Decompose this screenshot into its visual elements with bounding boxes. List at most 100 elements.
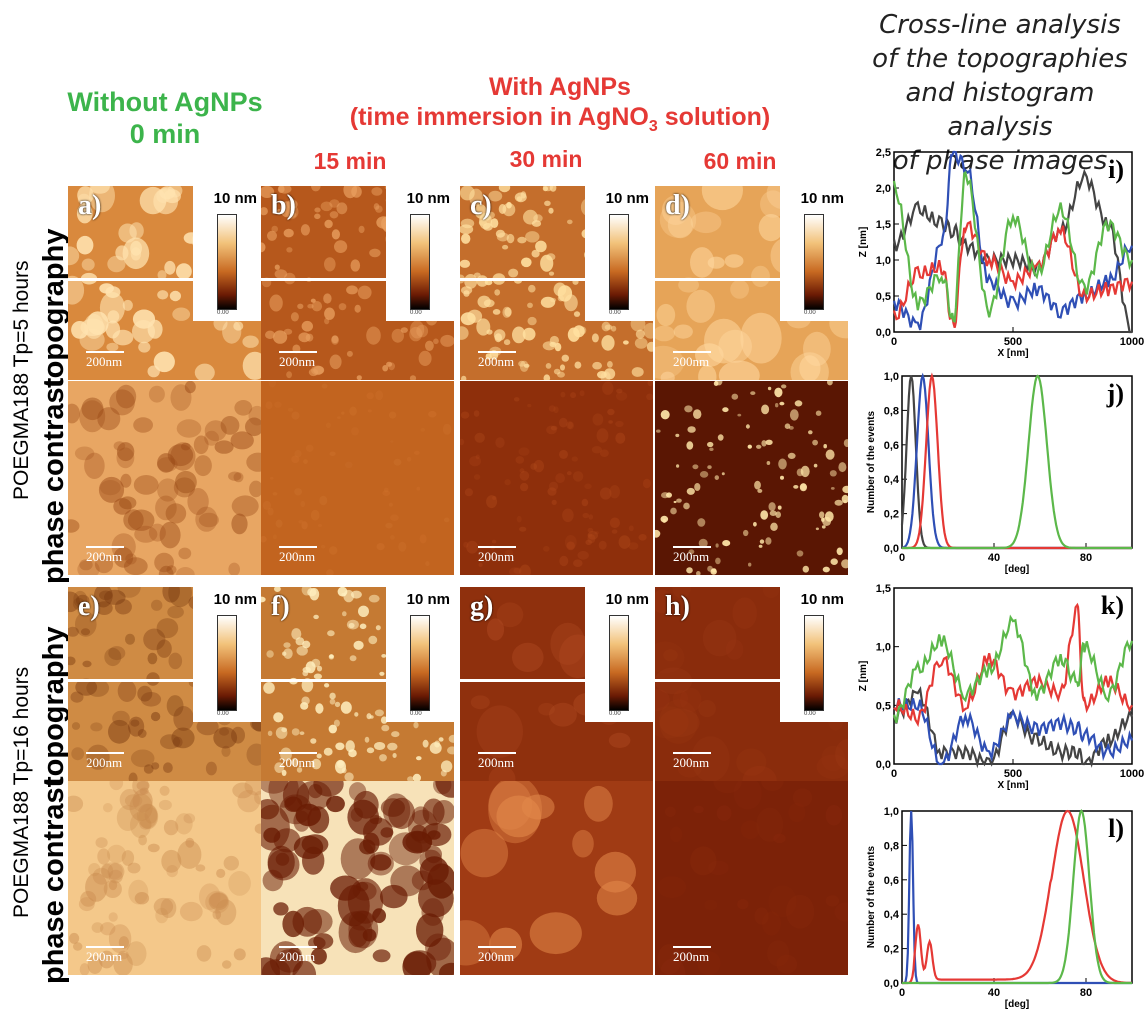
x-axis-label: X [nm] xyxy=(997,780,1028,791)
phase-image-15: 200nm xyxy=(655,781,848,975)
series-line-green xyxy=(892,614,1134,724)
colorbar-min-label: 0.00 xyxy=(609,711,621,717)
series-line-green xyxy=(902,374,1132,550)
y-axis-label: Number of the events xyxy=(866,410,877,513)
colorbar: 10 nm 0.00 xyxy=(780,186,848,321)
colorbar: 10 nm 0.00 xyxy=(585,186,653,321)
header-without-agnps: Without AgNPs 0 min xyxy=(40,86,290,151)
plot-frame xyxy=(901,375,1133,549)
phase-image-14: 200nm xyxy=(460,781,653,975)
topography-image-8: e) 10 nm 0.00 200nm xyxy=(68,587,261,781)
x-tick-label: 1000 xyxy=(1120,336,1144,348)
colorbar: 10 nm 0.00 xyxy=(193,186,261,321)
colorbar: 10 nm 0.00 xyxy=(386,186,454,321)
header-with-agnps: With AgNPs (time immersion in AgNO3 solu… xyxy=(330,72,790,136)
colorbar-gradient xyxy=(217,214,237,310)
colorbar-min-label: 0.00 xyxy=(217,711,229,717)
topography-image-9: f) 10 nm 0.00 200nm xyxy=(261,587,454,781)
x-tick-label: 40 xyxy=(988,987,1000,999)
scale-bar: 200nm xyxy=(673,351,711,370)
y-axis-label: Z [nm] xyxy=(858,227,869,258)
phase-label-2: phase contrast xyxy=(38,777,70,984)
panel-letter: e) xyxy=(78,591,100,622)
y-tick-label: 0,6 xyxy=(884,440,899,452)
graph-letter: i) xyxy=(1108,155,1124,184)
colorbar-min-label: 0.00 xyxy=(217,310,229,316)
colorbar-min-label: 0.00 xyxy=(609,310,621,316)
y-tick-label: 0,4 xyxy=(884,909,900,921)
y-tick-label: 0,4 xyxy=(884,474,900,486)
series-line-green xyxy=(892,170,1134,323)
y-axis-label: Z [nm] xyxy=(858,661,869,692)
right-title: Cross-line analysis of the topographies … xyxy=(872,10,1128,176)
colorbar-gradient xyxy=(609,214,629,310)
y-tick-label: 0,8 xyxy=(884,405,899,417)
phase-image-4: 200nm xyxy=(68,381,261,575)
y-tick-label: 1,5 xyxy=(876,583,891,595)
cross-line xyxy=(261,679,454,682)
header-time-15: 15 min xyxy=(313,148,387,174)
scale-bar: 200nm xyxy=(86,946,124,965)
series-line-black xyxy=(900,375,1132,550)
header-with-line2: (time immersion in AgNO3 solution) xyxy=(349,103,771,135)
cross-line xyxy=(460,679,653,682)
panel-letter: d) xyxy=(665,190,690,221)
x-tick-label: 500 xyxy=(1004,768,1022,780)
scale-bar: 200nm xyxy=(279,752,317,771)
x-tick-label: 40 xyxy=(988,552,1000,564)
x-axis-label: [deg] xyxy=(1005,999,1029,1009)
y-tick-label: 0,0 xyxy=(884,978,899,990)
y-tick-label: 2,0 xyxy=(876,183,891,195)
x-tick-label: 0 xyxy=(891,768,897,780)
header-time-60: 60 min xyxy=(703,148,777,174)
topography-image-10: g) 10 nm 0.00 200nm xyxy=(460,587,653,781)
phase-image-6: 200nm xyxy=(460,381,653,575)
colorbar-max-label: 10 nm xyxy=(800,190,844,207)
cross-line xyxy=(68,278,261,281)
series-line-blue xyxy=(893,698,1134,766)
colorbar-max-label: 10 nm xyxy=(406,591,450,608)
series-line-red xyxy=(893,602,1133,728)
graph-letter: j) xyxy=(1106,379,1124,408)
y-tick-label: 0,5 xyxy=(876,291,891,303)
cross-line xyxy=(68,679,261,682)
group2-label: POEGMA188 Tp=16 hours xyxy=(10,666,33,918)
scale-bar: 200nm xyxy=(86,752,124,771)
topo-label-2: topography xyxy=(38,626,70,787)
scale-bar: 200nm xyxy=(478,946,516,965)
x-tick-label: 80 xyxy=(1080,987,1092,999)
scale-bar: 200nm xyxy=(86,351,124,370)
panel-letter: a) xyxy=(78,190,102,221)
x-tick-label: 0 xyxy=(891,336,897,348)
y-tick-label: 1,0 xyxy=(876,255,891,267)
y-tick-label: 0,0 xyxy=(876,759,891,771)
phase-image-5: 200nm xyxy=(261,381,454,575)
scale-bar: 200nm xyxy=(478,752,516,771)
y-tick-label: 2,5 xyxy=(876,147,891,159)
y-axis-label: Number of the events xyxy=(866,845,877,948)
x-tick-label: 1000 xyxy=(1120,768,1144,780)
graph-k: 0,0 0,5 1,0 1,5 0 500 1000 X [nm] Z [nm] k) xyxy=(858,583,1144,791)
scale-bar: 200nm xyxy=(673,752,711,771)
topography-image-2: c) 10 nm 0.00 200nm xyxy=(460,186,653,380)
header-time-30: 30 min xyxy=(509,146,583,172)
scale-bar: 200nm xyxy=(673,946,711,965)
colorbar-gradient xyxy=(609,615,629,711)
header-without-line2: 0 min xyxy=(129,119,201,150)
phase-image-7: 200nm xyxy=(655,381,848,575)
panel-letter: b) xyxy=(271,190,296,221)
y-tick-label: 0,2 xyxy=(884,509,899,521)
plot-frame xyxy=(893,151,1133,333)
colorbar: 10 nm 0.00 xyxy=(386,587,454,722)
panel-letter: c) xyxy=(470,190,492,221)
colorbar-max-label: 10 nm xyxy=(605,591,649,608)
header-without-line1: Without AgNPs xyxy=(67,87,263,117)
y-tick-label: 1,5 xyxy=(876,219,891,231)
colorbar-gradient xyxy=(217,615,237,711)
series-line-red xyxy=(892,220,1134,328)
x-axis-label: X [nm] xyxy=(997,348,1028,359)
x-tick-label: 500 xyxy=(1004,336,1022,348)
graph-j: 0,0 0,2 0,4 0,6 0,8 1,0 0 40 80 [deg] Number of th… xyxy=(866,371,1133,575)
group1-label: POEGMA188 Tp=5 hours xyxy=(10,260,33,501)
scale-bar: 200nm xyxy=(279,946,317,965)
